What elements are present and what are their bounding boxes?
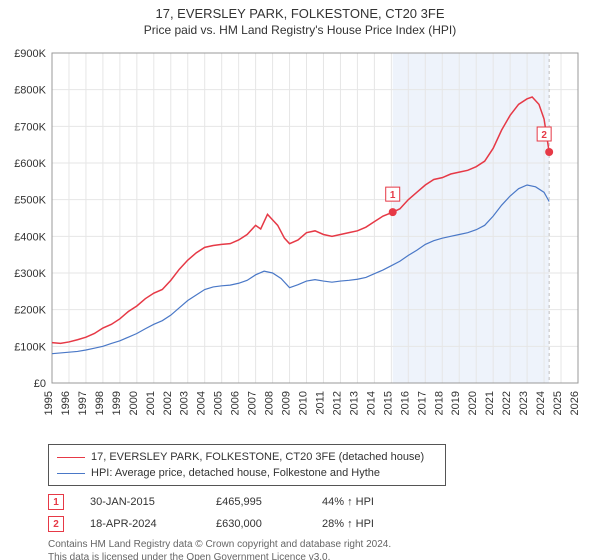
sale-flag-icon: 1 [48,494,64,510]
footer-line: Contains HM Land Registry data © Crown c… [48,538,600,551]
price-chart: £0 £100K £200K £300K £400K £500K £600K £700K £80… [0,43,600,438]
svg-text:£0: £0 [34,378,46,390]
title-address: 17, EVERSLEY PARK, FOLKESTONE, CT20 3FE [0,6,600,21]
sale-flag-icon: 2 [48,516,64,532]
svg-text:2016: 2016 [399,391,411,415]
svg-text:£400K: £400K [14,231,46,243]
sale-date: 30-JAN-2015 [90,496,190,508]
svg-text:2000: 2000 [128,391,140,415]
footer-attribution: Contains HM Land Registry data © Crown c… [48,538,600,560]
svg-text:2023: 2023 [518,391,530,415]
svg-text:2010: 2010 [298,391,310,415]
svg-text:2008: 2008 [264,391,276,415]
svg-text:2024: 2024 [535,391,547,415]
legend-swatch [57,473,85,474]
svg-text:2019: 2019 [450,391,462,415]
svg-text:£200K: £200K [14,305,46,317]
svg-text:2: 2 [541,130,547,141]
svg-text:2002: 2002 [162,391,174,415]
svg-text:2007: 2007 [247,391,259,415]
sale-delta: 44% ↑ HPI [322,496,374,508]
footer-line: This data is licensed under the Open Gov… [48,551,600,560]
svg-text:2015: 2015 [382,391,394,415]
legend-swatch [57,457,85,458]
svg-text:2017: 2017 [416,391,428,415]
title-subtitle: Price paid vs. HM Land Registry's House … [0,23,600,37]
svg-text:2014: 2014 [365,391,377,415]
svg-text:2020: 2020 [467,391,479,415]
sale-delta: 28% ↑ HPI [322,518,374,530]
svg-text:2006: 2006 [230,391,242,415]
legend-label: HPI: Average price, detached house, Folk… [91,465,380,481]
svg-text:2003: 2003 [179,391,191,415]
svg-text:£600K: £600K [14,158,46,170]
sale-row: 1 30-JAN-2015 £465,995 44% ↑ HPI [48,494,600,510]
svg-text:1999: 1999 [111,391,123,415]
svg-text:1997: 1997 [77,391,89,415]
svg-text:£700K: £700K [14,121,46,133]
svg-text:2018: 2018 [433,391,445,415]
svg-text:1995: 1995 [43,391,55,415]
sale-events: 1 30-JAN-2015 £465,995 44% ↑ HPI 2 18-AP… [48,494,600,532]
svg-text:1: 1 [390,190,396,201]
legend-item-hpi: HPI: Average price, detached house, Folk… [57,465,437,481]
svg-text:£300K: £300K [14,268,46,280]
svg-text:2011: 2011 [314,391,326,415]
svg-text:2012: 2012 [331,391,343,415]
svg-text:£100K: £100K [14,341,46,353]
svg-text:2013: 2013 [348,391,360,415]
sale-price: £465,995 [216,496,296,508]
svg-text:2004: 2004 [196,391,208,415]
sale-price: £630,000 [216,518,296,530]
svg-text:1998: 1998 [94,391,106,415]
svg-text:2001: 2001 [145,391,157,415]
svg-text:£900K: £900K [14,48,46,60]
svg-text:2021: 2021 [484,391,496,415]
legend: 17, EVERSLEY PARK, FOLKESTONE, CT20 3FE … [48,444,446,486]
svg-text:£500K: £500K [14,195,46,207]
sale-row: 2 18-APR-2024 £630,000 28% ↑ HPI [48,516,600,532]
svg-text:2009: 2009 [281,391,293,415]
legend-label: 17, EVERSLEY PARK, FOLKESTONE, CT20 3FE … [91,449,424,465]
svg-text:1996: 1996 [60,391,72,415]
svg-text:£800K: £800K [14,85,46,97]
legend-item-price-paid: 17, EVERSLEY PARK, FOLKESTONE, CT20 3FE … [57,449,437,465]
sale-date: 18-APR-2024 [90,518,190,530]
svg-text:2026: 2026 [569,391,581,415]
svg-text:2005: 2005 [213,391,225,415]
svg-text:2022: 2022 [501,391,513,415]
svg-text:2025: 2025 [552,391,564,415]
